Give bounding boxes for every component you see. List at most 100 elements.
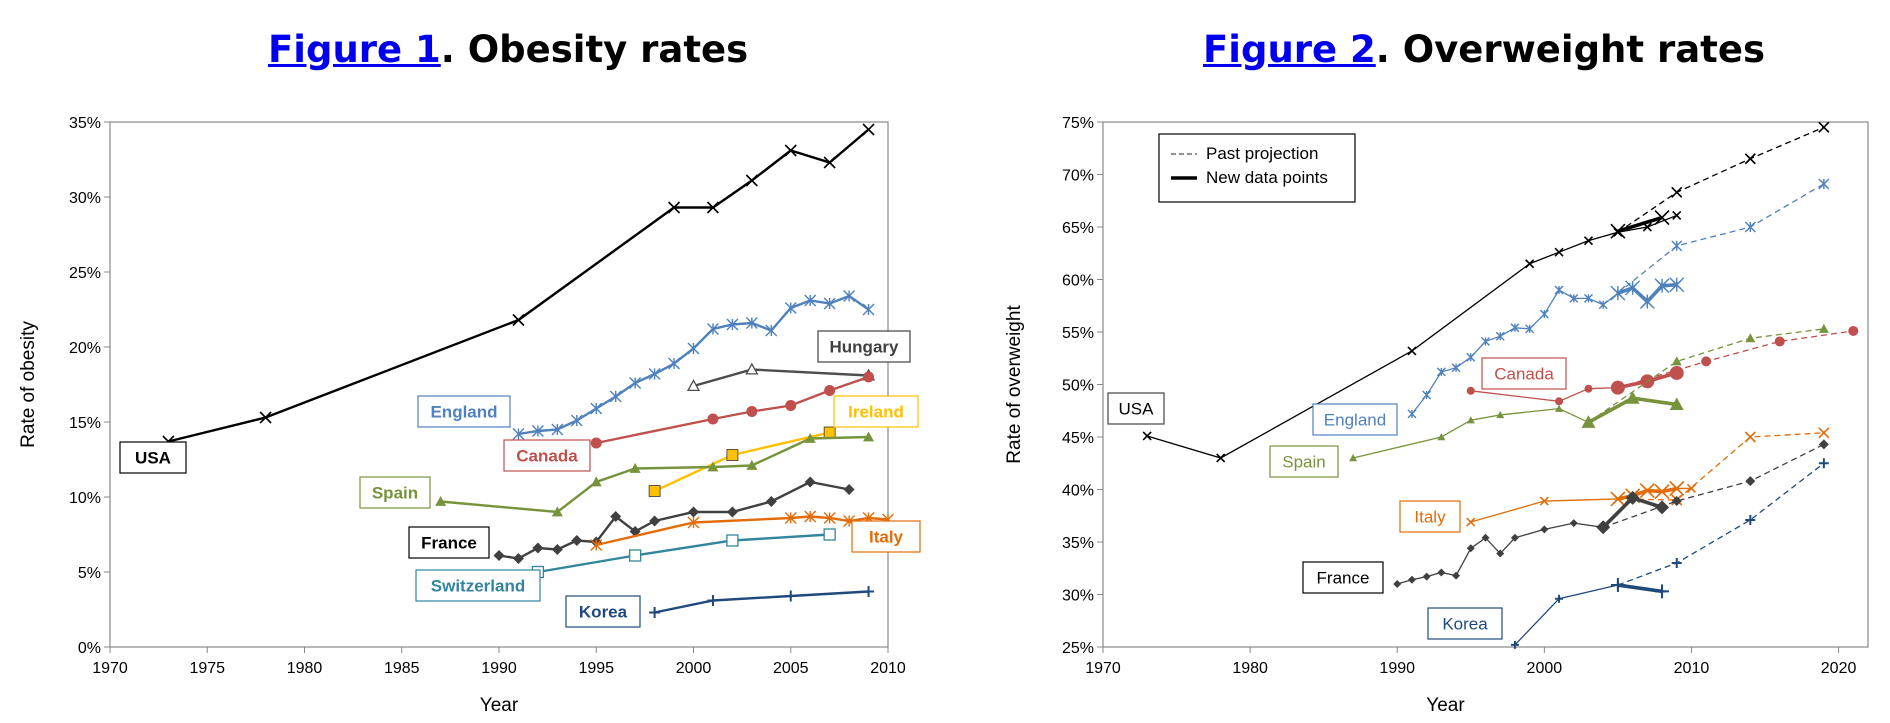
data-point-england: [1422, 390, 1432, 400]
x-tick-label: 2010: [1674, 660, 1710, 677]
data-point-spain: [1496, 410, 1505, 419]
data-point-france: [1407, 575, 1416, 584]
data-point-france: [1569, 519, 1578, 528]
fig2-spain-label: Spain: [1282, 453, 1325, 472]
series-france: [493, 476, 855, 564]
data-point-usa: [512, 313, 525, 327]
data-point-spain: [1555, 404, 1564, 412]
data-point-canada: [590, 437, 602, 449]
series2-korea: [1510, 458, 1829, 649]
data-point-hungary: [745, 362, 759, 375]
projection-line-usa: [1617, 126, 1825, 233]
fig2-usa-label: USA: [1119, 400, 1155, 419]
data-point-england: [745, 317, 758, 329]
projection-line-england: [1617, 183, 1825, 294]
data-point-usa: [862, 123, 875, 136]
data-point-france: [1466, 544, 1475, 553]
fig1-canada-label: Canada: [516, 447, 578, 466]
new-data-point-england: [1654, 278, 1670, 294]
data-point-france: [649, 515, 661, 527]
data-point-switzerland: [823, 528, 836, 541]
new-data-point-england: [1639, 294, 1655, 310]
data-point-england: [551, 423, 564, 436]
x-tick-label: 1980: [287, 660, 323, 677]
figure-1-title: Figure 1. Obesity rates: [268, 28, 748, 71]
data-point-england: [1466, 352, 1476, 362]
data-point-spain: [1437, 433, 1446, 441]
data-point-korea: [1510, 640, 1519, 649]
data-point-england: [1554, 285, 1564, 295]
data-point-england: [765, 324, 778, 337]
fig1-canada-callout-box: [503, 439, 591, 472]
series2-italy: [1466, 427, 1830, 527]
projection-point-england: [1671, 240, 1683, 252]
fig2-usa-callout: USA: [1107, 392, 1165, 425]
data-point-france: [726, 506, 738, 518]
data-point-ireland: [648, 485, 661, 497]
series-line-usa: [1146, 214, 1677, 459]
legend-label: New data points: [1206, 168, 1328, 187]
data-point-canada: [1466, 386, 1475, 395]
data-point-france: [688, 506, 699, 518]
data-point-usa: [706, 201, 720, 214]
x-tick-label: 1985: [384, 660, 420, 677]
figure-1-link[interactable]: Figure 1: [268, 28, 441, 71]
data-point-italy: [590, 539, 603, 551]
fig2-canada-label: Canada: [1494, 365, 1554, 384]
data-point-england: [862, 303, 875, 316]
data-point-korea: [785, 590, 797, 602]
data-point-usa: [259, 411, 272, 424]
figure-2-link[interactable]: Figure 2: [1203, 28, 1376, 71]
data-point-england: [804, 294, 817, 307]
data-point-england: [1481, 336, 1490, 346]
fig2-italy-label: Italy: [1414, 508, 1446, 527]
series-spain: [435, 431, 875, 517]
projection-point-england: [1744, 221, 1756, 233]
data-point-korea: [863, 586, 875, 597]
fig2-england-callout: England: [1312, 403, 1398, 436]
data-point-usa: [1554, 247, 1564, 257]
data-point-france: [1422, 572, 1431, 581]
fig1-canada-callout: Canada: [503, 439, 591, 472]
data-point-england: [609, 390, 622, 403]
fig1-spain-callout-box: [359, 476, 431, 509]
projection-line-spain: [1588, 328, 1824, 423]
new-data-point-france: [1596, 520, 1611, 535]
data-point-england: [1436, 367, 1446, 377]
fig1-italy-callout-box: [851, 520, 921, 553]
y-tick-label: 45%: [1062, 430, 1094, 447]
fig1-england-callout: England: [417, 395, 511, 428]
data-point-france: [1510, 533, 1519, 542]
projection-point-england: [1818, 178, 1830, 190]
fig1-ireland-callout-box: [833, 395, 919, 428]
y-tick-label: 65%: [1062, 220, 1094, 237]
data-point-usa: [745, 174, 758, 187]
new-data-point-korea: [1610, 578, 1625, 593]
series-line-korea: [654, 590, 869, 614]
x-tick-label: 2000: [676, 660, 712, 677]
series2-spain: [1349, 323, 1829, 462]
fig1-italy-label: Italy: [869, 528, 904, 547]
fig2-korea-label: Korea: [1442, 615, 1488, 634]
data-point-france: [1540, 525, 1549, 534]
data-point-usa: [667, 201, 681, 214]
figure-2-title-text: . Overweight rates: [1375, 28, 1765, 71]
data-point-canada: [1555, 397, 1564, 406]
projection-point-korea: [1671, 558, 1682, 568]
data-point-usa: [1142, 431, 1152, 441]
new-data-point-italy: [1639, 482, 1655, 499]
data-point-spain: [551, 506, 563, 517]
projection-line-canada: [1617, 330, 1854, 389]
projection-point-italy: [1818, 427, 1830, 439]
fig1-switzerland-callout: Switzerland: [415, 569, 541, 602]
x-tick-label: 2010: [870, 660, 906, 677]
y-tick-label: 25%: [1062, 640, 1094, 657]
fig1-usa-callout-box: [119, 441, 187, 474]
fig1-ireland-label: Ireland: [848, 403, 904, 422]
new-data-point-usa: [1610, 223, 1626, 239]
data-point-england: [1510, 323, 1520, 333]
projection-line-korea: [1617, 462, 1825, 586]
data-point-england: [1598, 300, 1608, 310]
data-point-england: [784, 302, 797, 314]
new-data-point-england: [1610, 285, 1626, 301]
